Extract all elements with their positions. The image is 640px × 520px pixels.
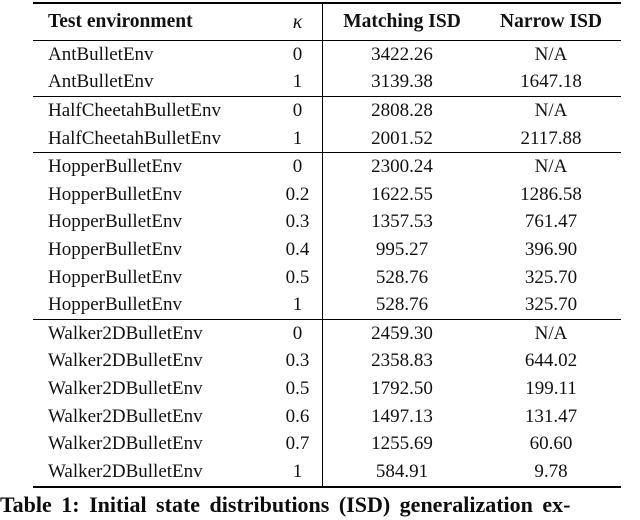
cell-narrow-isd: 1647.18 (520, 71, 582, 93)
table-row: Walker2DBulletEnv 0.6 1497.13 131.47 (33, 402, 621, 431)
col-header-matching-isd: Matching ISD (322, 3, 481, 41)
table-row: AntBulletEnv 1 3139.38 1647.18 (33, 68, 621, 97)
cell-narrow-isd: 199.11 (525, 377, 577, 399)
cell-matching-isd: 528.76 (322, 263, 481, 292)
cell-narrow-isd: 396.90 (524, 238, 578, 260)
col-header-test-environment: Test environment (33, 3, 273, 41)
table-row: Walker2DBulletEnv 0 2459.30 N/A (33, 318, 621, 348)
cell-narrow-isd: 325.70 (524, 294, 578, 316)
col-header-narrow-isd: Narrow ISD (481, 3, 621, 41)
cell-kappa: 0 (273, 318, 323, 348)
cell-narrow-isd: 761.47 (524, 211, 578, 233)
cell-matching-isd: 1357.53 (322, 208, 481, 237)
cell-matching-isd: 584.91 (322, 457, 481, 487)
cell-kappa: 0.7 (285, 433, 310, 455)
cell-kappa: 1 (292, 71, 303, 93)
cell-kappa: 0.3 (285, 350, 310, 372)
cell-test-environment: HopperBulletEnv (48, 266, 183, 288)
cell-kappa: 0 (292, 43, 303, 65)
cell-narrow-isd: N/A (481, 152, 621, 181)
cell-narrow-isd: 9.78 (534, 460, 568, 482)
cell-kappa: 0.3 (285, 211, 310, 233)
table-row: Walker2DBulletEnv 1 584.91 9.78 (33, 457, 621, 487)
table-row: HalfCheetahBulletEnv 0 2808.28 N/A (33, 96, 621, 125)
cell-narrow-isd: N/A (534, 43, 568, 65)
cell-narrow-isd: N/A (481, 96, 621, 125)
cell-narrow-isd: 325.70 (524, 266, 578, 288)
table-row: HopperBulletEnv 0.4 995.27 396.90 (33, 236, 621, 264)
cell-narrow-isd: 1286.58 (520, 183, 582, 205)
cell-narrow-isd: 2117.88 (520, 127, 582, 149)
cell-test-environment: HopperBulletEnv (48, 294, 183, 316)
cell-test-environment: HalfCheetahBulletEnv (48, 127, 222, 149)
cell-test-environment: Walker2DBulletEnv (48, 377, 203, 399)
cell-narrow-isd: N/A (481, 318, 621, 348)
table-row: HopperBulletEnv 0.3 1357.53 761.47 (33, 208, 621, 237)
table-row: Walker2DBulletEnv 0.7 1255.69 60.60 (33, 430, 621, 458)
cell-kappa: 0.5 (285, 266, 310, 288)
cell-kappa: 0.6 (285, 405, 310, 427)
cell-kappa: 1 (292, 460, 303, 482)
cell-kappa: 0 (273, 96, 323, 125)
cell-matching-isd: 2808.28 (322, 96, 481, 125)
cell-test-environment: HopperBulletEnv (48, 238, 183, 260)
cell-test-environment: Walker2DBulletEnv (48, 350, 203, 372)
cell-matching-isd: 3139.38 (322, 68, 481, 97)
table-row: Walker2DBulletEnv 0.3 2358.83 644.02 (33, 347, 621, 376)
cell-matching-isd: 2358.83 (322, 347, 481, 376)
cell-kappa: 1 (292, 127, 303, 149)
cell-matching-isd: 1255.69 (322, 430, 481, 458)
cell-test-environment: HopperBulletEnv (33, 152, 273, 181)
cell-kappa: 0 (273, 152, 323, 181)
cell-matching-isd: 2459.30 (322, 318, 481, 348)
results-table: Test environment κ Matching ISD Narrow I… (33, 2, 621, 488)
cell-test-environment: Walker2DBulletEnv (48, 460, 203, 482)
cell-test-environment: Walker2DBulletEnv (48, 433, 203, 455)
cell-kappa: 0.2 (285, 183, 310, 205)
cell-matching-isd: 1792.50 (322, 375, 481, 403)
col-header-kappa: κ (273, 3, 323, 41)
cell-matching-isd: 2001.52 (322, 124, 481, 153)
table-row: Walker2DBulletEnv 0.5 1792.50 199.11 (33, 375, 621, 403)
cell-kappa: 0.4 (285, 238, 310, 260)
table-caption: Table 1: Initial state distributions (IS… (0, 492, 571, 517)
cell-matching-isd: 3422.26 (322, 40, 481, 69)
table-row: AntBulletEnv 0 3422.26 N/A (33, 40, 621, 69)
table-row: HopperBulletEnv 0 2300.24 N/A (33, 152, 621, 181)
cell-test-environment: HalfCheetahBulletEnv (33, 96, 273, 125)
table-row: HopperBulletEnv 0.2 1622.55 1286.58 (33, 180, 621, 209)
cell-test-environment: Walker2DBulletEnv (48, 405, 203, 427)
cell-narrow-isd: 131.47 (524, 405, 578, 427)
cell-test-environment: AntBulletEnv (48, 71, 154, 93)
cell-narrow-isd: 644.02 (524, 350, 578, 372)
table-row: HopperBulletEnv 1 528.76 325.70 (33, 291, 621, 320)
header-row: Test environment κ Matching ISD Narrow I… (33, 3, 621, 41)
cell-kappa: 1 (292, 294, 303, 316)
cell-matching-isd: 2300.24 (322, 152, 481, 181)
cell-matching-isd: 1622.55 (322, 180, 481, 209)
cell-matching-isd: 995.27 (322, 236, 481, 264)
table-row: HopperBulletEnv 0.5 528.76 325.70 (33, 263, 621, 292)
cell-matching-isd: 1497.13 (322, 402, 481, 431)
cell-narrow-isd: 60.60 (529, 433, 573, 455)
cell-test-environment: HopperBulletEnv (48, 211, 183, 233)
cell-test-environment: AntBulletEnv (48, 43, 154, 65)
cell-matching-isd: 528.76 (322, 291, 481, 320)
table-row: HalfCheetahBulletEnv 1 2001.52 2117.88 (33, 124, 621, 153)
cell-test-environment: HopperBulletEnv (48, 183, 183, 205)
cell-test-environment: Walker2DBulletEnv (33, 318, 273, 348)
cell-kappa: 0.5 (285, 377, 310, 399)
